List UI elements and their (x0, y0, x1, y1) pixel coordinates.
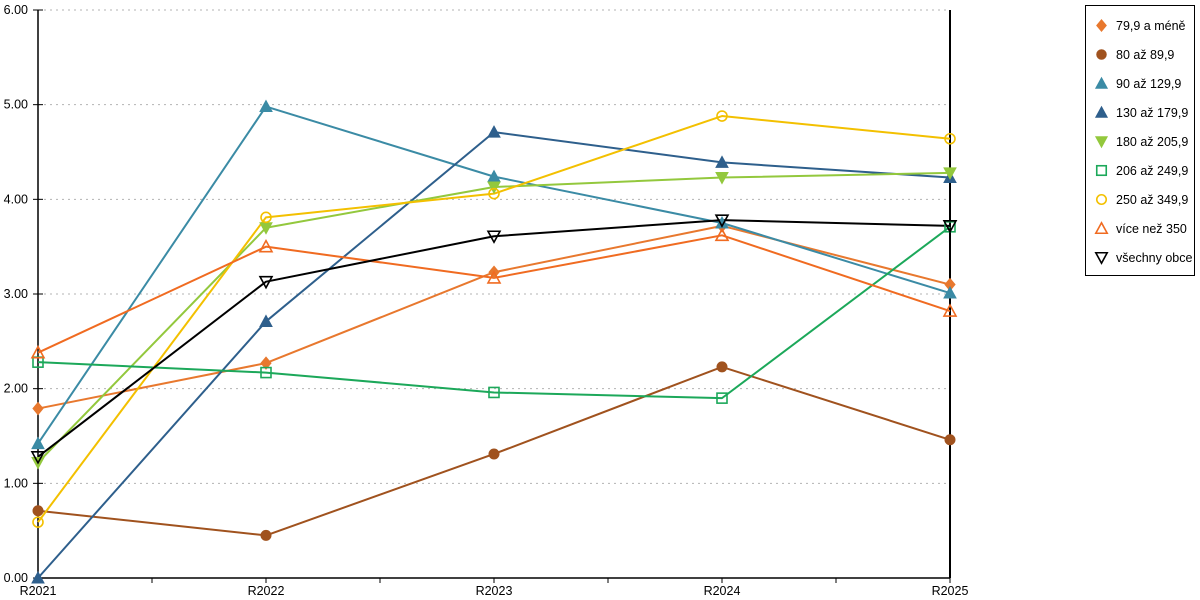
data-point-circle-icon (32, 505, 44, 517)
data-point-circle-icon (1095, 193, 1108, 206)
legend-triangle-up-icon (1094, 76, 1109, 89)
y-tick-label: 4.00 (4, 192, 28, 206)
data-point-triangle-up-icon (1094, 76, 1109, 89)
legend-item-8: všechny obce (1086, 243, 1194, 272)
legend-triangle-down-icon (1094, 251, 1109, 265)
data-point-triangle-up-icon (943, 286, 957, 299)
y-tick-label: 6.00 (4, 3, 28, 17)
legend-item-label: 79,9 a méně (1116, 18, 1186, 33)
legend-item-3: 130 až 179,9 (1086, 98, 1194, 127)
data-point-triangle-up-icon (715, 155, 729, 168)
x-tick-label: R2025 (932, 584, 969, 598)
data-point-triangle-down-icon (714, 214, 730, 228)
data-point-circle-icon (488, 187, 500, 200)
legend-item-label: 130 až 179,9 (1116, 105, 1189, 120)
legend-item-0: 79,9 a méně (1086, 11, 1194, 40)
data-point-square-icon (716, 392, 728, 404)
data-point-triangle-down-icon (486, 230, 502, 244)
legend-item-5: 206 až 249,9 (1086, 156, 1194, 185)
data-point-triangle-down-icon (943, 167, 957, 180)
data-point-triangle-up-icon (714, 227, 730, 242)
data-point-triangle-up-icon (30, 345, 46, 359)
data-point-circle-icon (716, 361, 728, 373)
legend-square-icon (1095, 164, 1108, 177)
legend-triangle-up-icon (1094, 105, 1109, 118)
x-tick-label: R2024 (704, 584, 741, 598)
data-point-circle-icon (260, 529, 272, 541)
x-tick-label: R2021 (20, 584, 57, 598)
legend-item-label: 206 až 249,9 (1116, 163, 1189, 178)
data-point-triangle-down-icon (30, 451, 46, 465)
data-point-diamond-icon (32, 401, 44, 416)
data-point-triangle-up-icon (487, 125, 501, 138)
x-tick-label: R2022 (248, 584, 285, 598)
data-point-triangle-up-icon (258, 238, 274, 253)
legend-item-label: 90 až 129,9 (1116, 76, 1182, 91)
data-point-diamond-icon (260, 356, 272, 370)
data-point-triangle-up-icon (259, 99, 273, 113)
legend-item-4: 180 až 205,9 (1086, 127, 1194, 156)
data-point-triangle-up-icon (1094, 105, 1109, 118)
data-point-circle-icon (260, 211, 272, 224)
data-point-triangle-down-icon (258, 275, 274, 290)
series-line-5 (37, 225, 951, 400)
series-line-4 (37, 171, 951, 464)
legend-diamond-icon (1096, 19, 1107, 32)
y-tick-label: 5.00 (4, 98, 28, 112)
legend-item-label: 250 až 349,9 (1116, 192, 1189, 207)
legend-circle-icon (1095, 193, 1108, 206)
x-tick-label: R2023 (476, 584, 513, 598)
y-tick-label: 0.00 (4, 571, 28, 585)
legend-item-label: více než 350 (1116, 221, 1187, 236)
data-point-diamond-icon (1096, 19, 1107, 32)
data-point-circle-icon (488, 448, 500, 460)
data-point-circle-icon (1096, 49, 1107, 60)
data-point-triangle-up-icon (31, 436, 45, 450)
data-point-triangle-down-icon (1094, 251, 1109, 265)
legend-item-1: 80 až 89,9 (1086, 40, 1194, 69)
data-point-triangle-up-icon (942, 303, 958, 317)
legend: 79,9 a méně 80 až 89,9 90 až 129,9 130 až 1… (1085, 5, 1195, 276)
y-tick-label: 1.00 (4, 476, 28, 490)
legend-item-label: 80 až 89,9 (1116, 47, 1175, 62)
data-point-circle-icon (944, 132, 956, 145)
legend-circle-icon (1096, 49, 1107, 60)
data-point-triangle-up-icon (259, 314, 273, 327)
series-line-0 (37, 224, 951, 410)
legend-item-label: všechny obce (1116, 250, 1193, 265)
y-tick-label: 2.00 (4, 382, 28, 396)
data-point-triangle-down-icon (487, 181, 501, 195)
data-point-triangle-down-icon (715, 172, 729, 185)
legend-item-2: 90 až 129,9 (1086, 69, 1194, 98)
data-point-triangle-up-icon (1094, 221, 1109, 235)
legend-item-6: 250 až 349,9 (1086, 185, 1194, 214)
data-point-square-icon (260, 366, 272, 379)
data-point-square-icon (1095, 164, 1108, 177)
legend-item-7: více než 350 (1086, 214, 1194, 243)
data-point-circle-icon (944, 434, 956, 446)
data-point-circle-icon (32, 516, 44, 528)
data-point-triangle-down-icon (942, 220, 958, 234)
legend-item-label: 180 až 205,9 (1116, 134, 1189, 149)
data-point-triangle-up-icon (31, 570, 45, 584)
data-point-triangle-down-icon (1094, 136, 1109, 149)
data-point-circle-icon (716, 110, 728, 122)
series-line-8 (37, 219, 951, 458)
data-point-triangle-up-icon (486, 270, 502, 284)
legend-triangle-up-icon (1094, 221, 1109, 235)
data-point-square-icon (488, 386, 500, 399)
legend-triangle-down-icon (1094, 136, 1109, 149)
y-tick-label: 3.00 (4, 287, 28, 301)
